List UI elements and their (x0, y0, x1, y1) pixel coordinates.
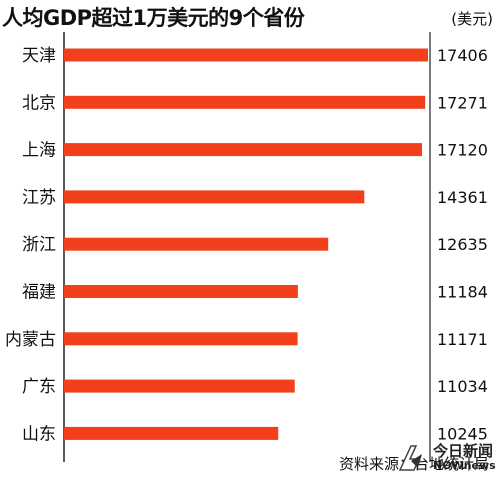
bars-group: 天津 17406 北京 17271 上海 17120 江苏 14361 浙江 12635 福建 111… (5, 46, 488, 444)
category-label: 山东 (22, 424, 56, 444)
bar (64, 379, 295, 393)
watermark-en: NOWnews (433, 459, 496, 472)
category-label: 北京 (22, 93, 56, 113)
bar (64, 426, 279, 440)
nownews-watermark: 今日新闻 NOWnews (393, 438, 497, 480)
category-label: 江苏 (22, 188, 56, 208)
value-label: 11184 (437, 283, 488, 302)
bar (64, 95, 426, 109)
category-label: 浙江 (22, 235, 56, 255)
value-label: 11171 (437, 330, 488, 349)
bar (64, 285, 298, 298)
unit-label: (美元) (451, 10, 493, 28)
category-label: 福建 (22, 283, 56, 303)
category-label: 天津 (22, 46, 56, 66)
bar (64, 190, 365, 204)
value-label: 10245 (437, 424, 488, 443)
category-label: 内蒙古 (5, 330, 56, 350)
nownews-logo-icon (398, 445, 422, 471)
value-label: 12635 (437, 235, 488, 254)
bar (64, 143, 423, 157)
bar (64, 48, 428, 62)
watermark-cn: 今日新闻 (433, 442, 494, 460)
bar (64, 237, 329, 251)
category-label: 广东 (22, 377, 56, 397)
category-label: 上海 (22, 141, 56, 161)
value-label: 17120 (437, 141, 488, 160)
value-label: 17406 (437, 46, 488, 65)
chart-title: 人均GDP超过1万美元的9个省份 (2, 6, 305, 30)
value-label: 17271 (437, 93, 488, 112)
bar (64, 332, 298, 346)
value-label: 11034 (437, 377, 488, 396)
value-label: 14361 (437, 188, 488, 207)
